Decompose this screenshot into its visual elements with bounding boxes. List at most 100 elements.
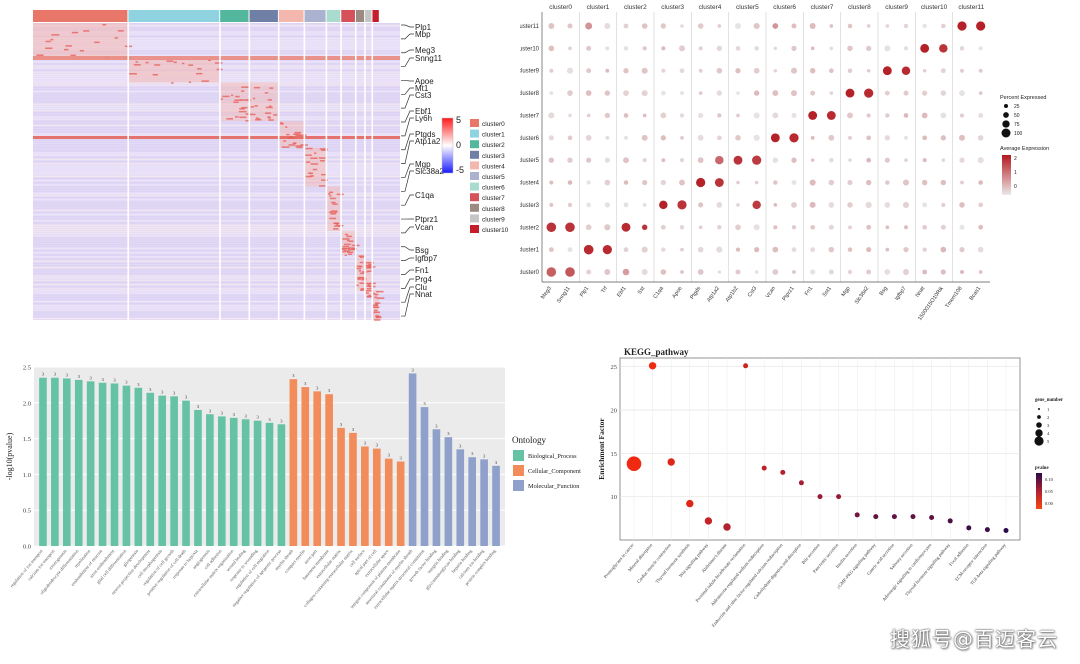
expression-dot	[736, 203, 740, 207]
bar-count-label: 3	[400, 456, 403, 461]
expression-dot	[922, 68, 927, 73]
expression-dot	[660, 224, 666, 230]
expression-streak	[241, 106, 248, 109]
expression-dot	[920, 43, 930, 53]
heatmap-texture-row	[33, 247, 400, 250]
cluster-separator	[127, 23, 130, 320]
bar-count-label: 3	[316, 385, 319, 390]
expression-dot	[717, 270, 722, 274]
expression-dot	[828, 179, 835, 186]
expression-streak	[233, 101, 239, 104]
heatmap-texture-row	[33, 220, 400, 222]
expression-dot	[753, 224, 760, 231]
expression-dot	[959, 134, 965, 141]
expression-dot	[773, 46, 778, 51]
legend-title: Ontology	[512, 435, 547, 445]
heatmap-texture-row	[33, 233, 400, 235]
expression-dot	[960, 68, 964, 73]
go-bar	[146, 392, 155, 546]
expression-dot	[566, 67, 574, 74]
cluster-legend-label: cluster0	[482, 121, 505, 128]
expression-streak	[366, 296, 372, 298]
expression-streak	[375, 316, 382, 319]
size-legend-label: 1	[1047, 407, 1049, 412]
gene-label-ebf1: Ebf1	[415, 107, 432, 116]
expression-streak	[348, 247, 355, 249]
go-bar	[349, 432, 357, 546]
expression-dot	[696, 177, 706, 188]
go-bar	[39, 377, 47, 546]
expression-streak	[135, 61, 139, 63]
gene-connector	[401, 87, 414, 95]
heatmap-texture-row	[33, 39, 400, 42]
expression-dot	[604, 23, 611, 29]
expression-dot	[641, 246, 648, 253]
expression-dot	[810, 224, 815, 230]
bar-count-label: 3	[54, 372, 57, 377]
heatmap-texture-row	[33, 175, 400, 178]
gene-label-bsg: Bsg	[415, 246, 429, 255]
cluster-legend-swatch	[470, 193, 479, 202]
heatmap-texture-row	[33, 139, 400, 141]
expression-streak	[63, 48, 69, 51]
expression-dot	[884, 90, 890, 96]
expression-dot	[736, 91, 740, 95]
expression-streak	[367, 284, 371, 286]
expression-streak	[348, 240, 354, 242]
heatmap-texture-row	[33, 173, 400, 175]
gene-tick-label: Mgp	[841, 286, 852, 298]
expression-dot	[809, 201, 816, 208]
expression-dot	[828, 202, 835, 208]
expression-dot	[736, 113, 740, 118]
gene-label-ptprz1: Ptprz1	[415, 215, 439, 224]
expression-dot	[661, 46, 666, 51]
row-label-cluster3: cluster3	[520, 203, 540, 209]
heatmap-texture-row	[33, 118, 400, 120]
expression-dot	[623, 46, 629, 51]
expression-dot	[940, 179, 947, 186]
expression-dot	[865, 201, 872, 208]
expression-dot	[978, 112, 984, 118]
size-legend-label: 4	[1047, 431, 1050, 436]
expression-dot	[585, 134, 592, 141]
expression-streak	[359, 261, 364, 264]
expression-dot	[716, 202, 723, 208]
heatmap-texture-row	[33, 97, 400, 99]
expression-dot	[716, 90, 723, 96]
cluster-legend-label: cluster7	[482, 195, 505, 202]
expression-dot	[978, 46, 983, 51]
cluster-bar-cluster9	[365, 10, 372, 22]
expression-dot	[847, 269, 853, 275]
bar-count-label: 3	[101, 377, 104, 382]
expression-dot	[978, 224, 984, 230]
expression-dot	[810, 269, 816, 275]
expression-dot	[959, 113, 965, 118]
heatmap-texture-row	[33, 122, 400, 124]
go-bar	[432, 429, 441, 546]
bar-count-label: 3	[388, 453, 391, 458]
expression-streak	[308, 172, 314, 175]
expression-dot	[583, 244, 594, 255]
expression-streak	[341, 247, 350, 250]
heatmap-texture-row	[33, 211, 400, 214]
expression-dot	[697, 134, 704, 141]
pathway-label: TGF-beta signaling pathway	[969, 542, 1007, 586]
gene-label-c1qa: C1qa	[415, 191, 435, 200]
cluster-separator	[277, 23, 280, 320]
legend-label: Cellular_Component	[528, 468, 581, 475]
y-tick-label: 20	[611, 408, 618, 415]
expression-dot	[565, 267, 575, 277]
cluster-bar-cluster6	[326, 10, 341, 22]
expression-streak	[329, 211, 334, 213]
expression-dot	[885, 180, 890, 185]
heatmap-texture-row	[33, 256, 400, 258]
expression-dot	[904, 158, 908, 162]
expression-streak	[264, 92, 269, 94]
expression-streak	[368, 263, 373, 266]
heatmap-texture-row	[33, 112, 400, 114]
expression-dot	[829, 46, 834, 51]
expression-dot	[549, 91, 554, 95]
expression-dot	[884, 135, 890, 141]
expression-dot	[810, 135, 815, 140]
heatmap-texture-row	[33, 188, 400, 190]
